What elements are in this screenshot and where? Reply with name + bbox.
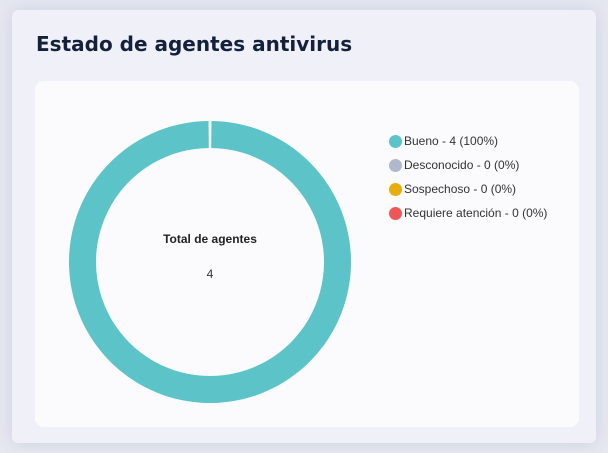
panel-title: Estado de agentes antivirus <box>36 32 353 56</box>
legend-label: Requiere atención - 0 (0%) <box>404 206 548 220</box>
legend-item[interactable]: Requiere atención - 0 (0%) <box>389 201 547 225</box>
legend-label: Desconocido - 0 (0%) <box>404 158 520 172</box>
chart-legend: Bueno - 4 (100%) Desconocido - 0 (0%) Sosp… <box>389 129 547 225</box>
legend-item[interactable]: Bueno - 4 (100%) <box>389 129 547 153</box>
legend-swatch <box>389 134 402 148</box>
donut-slice[interactable] <box>68 121 351 403</box>
chart-card: Total de agentes 4 Bueno - 4 (100%) Desco… <box>35 81 579 427</box>
legend-swatch <box>389 182 402 196</box>
legend-label: Sospechoso - 0 (0%) <box>404 182 517 196</box>
donut-center-value: 4 <box>206 267 214 281</box>
donut-center-label: Total de agentes <box>163 232 257 246</box>
legend-swatch <box>389 158 402 172</box>
legend-swatch <box>389 206 402 220</box>
donut-chart <box>68 121 351 403</box>
legend-label: Bueno - 4 (100%) <box>404 134 499 148</box>
antivirus-status-panel: Estado de agentes antivirus Total de age… <box>12 10 596 443</box>
legend-item[interactable]: Sospechoso - 0 (0%) <box>389 177 547 201</box>
legend-item[interactable]: Desconocido - 0 (0%) <box>389 153 547 177</box>
